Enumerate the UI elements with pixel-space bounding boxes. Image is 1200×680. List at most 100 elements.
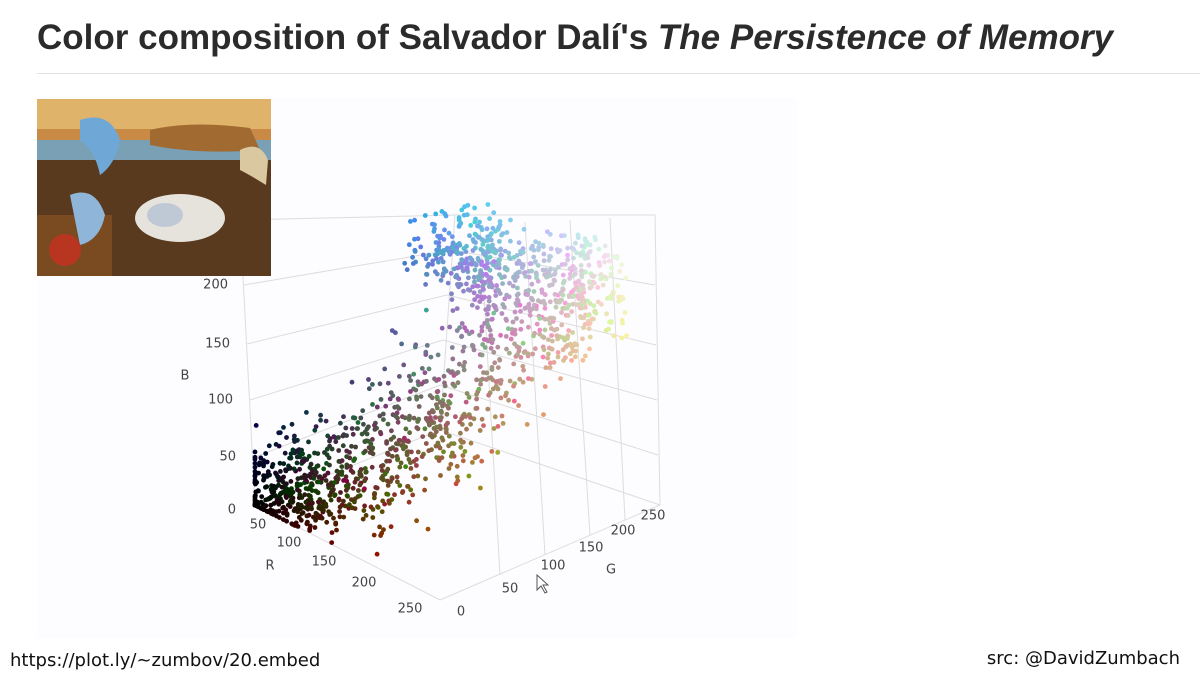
scatter-point [308, 484, 313, 489]
scatter-point [380, 411, 386, 417]
scatter-point [467, 331, 472, 337]
scatter-point [531, 289, 537, 294]
scatter-point [333, 521, 339, 527]
scatter-point [560, 306, 566, 311]
scatter-point [514, 274, 520, 280]
scatter-point [518, 261, 524, 267]
scatter-point [478, 246, 484, 252]
scatter-point [404, 452, 410, 458]
scatter-point [395, 479, 400, 485]
scatter-point [435, 352, 441, 358]
scatter-point [415, 449, 421, 455]
scatter-point [518, 326, 524, 332]
scatter-point [307, 526, 313, 532]
scatter-point [370, 382, 375, 387]
scatter-point [572, 266, 578, 272]
scatter-point [410, 492, 416, 498]
scatter-point [609, 265, 614, 271]
scatter-point [493, 379, 499, 385]
scatter-point [280, 505, 286, 511]
scatter-point [487, 275, 493, 280]
axis-label: R [265, 559, 274, 574]
scatter-point [489, 449, 495, 454]
scatter-point [331, 487, 336, 492]
scatter-point [547, 321, 553, 326]
scatter-point [349, 379, 355, 385]
scatter-point [565, 313, 571, 318]
scatter-point [397, 483, 403, 488]
scatter-point [429, 221, 435, 227]
scatter-point [442, 380, 447, 386]
scatter-point [473, 240, 478, 245]
scatter-point [537, 327, 543, 333]
scatter-point [583, 269, 588, 275]
scatter-point [288, 451, 294, 457]
scatter-point [519, 319, 525, 324]
scatter-point [504, 230, 510, 235]
scatter-point [385, 380, 391, 386]
scatter-point [486, 324, 492, 330]
axis-grid [239, 214, 661, 601]
scatter-point [603, 328, 609, 333]
tick-label: 200 [352, 576, 377, 591]
scatter-point [316, 479, 322, 485]
scatter-point [542, 316, 548, 322]
scatter-point [471, 416, 477, 422]
scatter-point [313, 424, 319, 429]
scatter-point [440, 437, 446, 443]
scatter-point [558, 376, 563, 381]
scatter-point [397, 374, 402, 379]
scatter-point [481, 370, 486, 375]
scatter-point [450, 240, 456, 246]
scatter-point [506, 397, 511, 403]
scatter-point [559, 322, 565, 328]
scatter-point [496, 265, 502, 271]
source-credit: src: @DavidZumbach [986, 648, 1180, 669]
scatter-point [312, 525, 318, 530]
scatter-point [363, 476, 369, 482]
scatter-point [537, 316, 543, 321]
scatter-point [487, 267, 493, 273]
scatter-point [415, 419, 420, 424]
scatter-point [462, 360, 468, 365]
scatter-point [495, 344, 501, 350]
scatter-point [453, 371, 459, 376]
scatter-point [490, 225, 496, 231]
tick-label: 250 [398, 602, 423, 617]
scatter-point [469, 302, 475, 308]
scatter-point [424, 271, 429, 277]
scatter-point [587, 334, 593, 340]
scatter-point [276, 508, 282, 514]
scatter-point [334, 468, 340, 474]
scatter-point [423, 476, 428, 482]
scatter-point [372, 422, 377, 428]
scatter-point [290, 447, 296, 453]
scatter-point [547, 360, 553, 366]
scatter-point [462, 449, 468, 454]
scatter-point [332, 480, 338, 485]
scatter-point [425, 526, 431, 532]
scatter-point [363, 448, 368, 454]
scatter-point [347, 450, 352, 455]
scatter-point [441, 237, 447, 242]
scatter-point [259, 505, 264, 511]
scatter-point [464, 426, 469, 432]
scatter-point [580, 357, 586, 363]
scatter-point [491, 259, 497, 264]
tick-label: 150 [205, 337, 230, 352]
scatter-point [507, 350, 512, 356]
scatter-point [602, 259, 607, 265]
scatter-point [442, 211, 448, 217]
scatter-point [542, 327, 548, 333]
scatter-point [512, 327, 518, 333]
scatter-point [296, 495, 302, 501]
embed-link[interactable]: https://plot.ly/~zumbov/20.embed [10, 650, 321, 671]
scatter-point [327, 493, 333, 498]
scatter-point [298, 475, 304, 481]
scatter-point [418, 394, 424, 399]
scatter-point [549, 346, 555, 352]
scatter-point [438, 473, 443, 478]
scatter-point [436, 240, 442, 246]
scatter-point [472, 219, 478, 225]
scatter-point [576, 278, 582, 284]
